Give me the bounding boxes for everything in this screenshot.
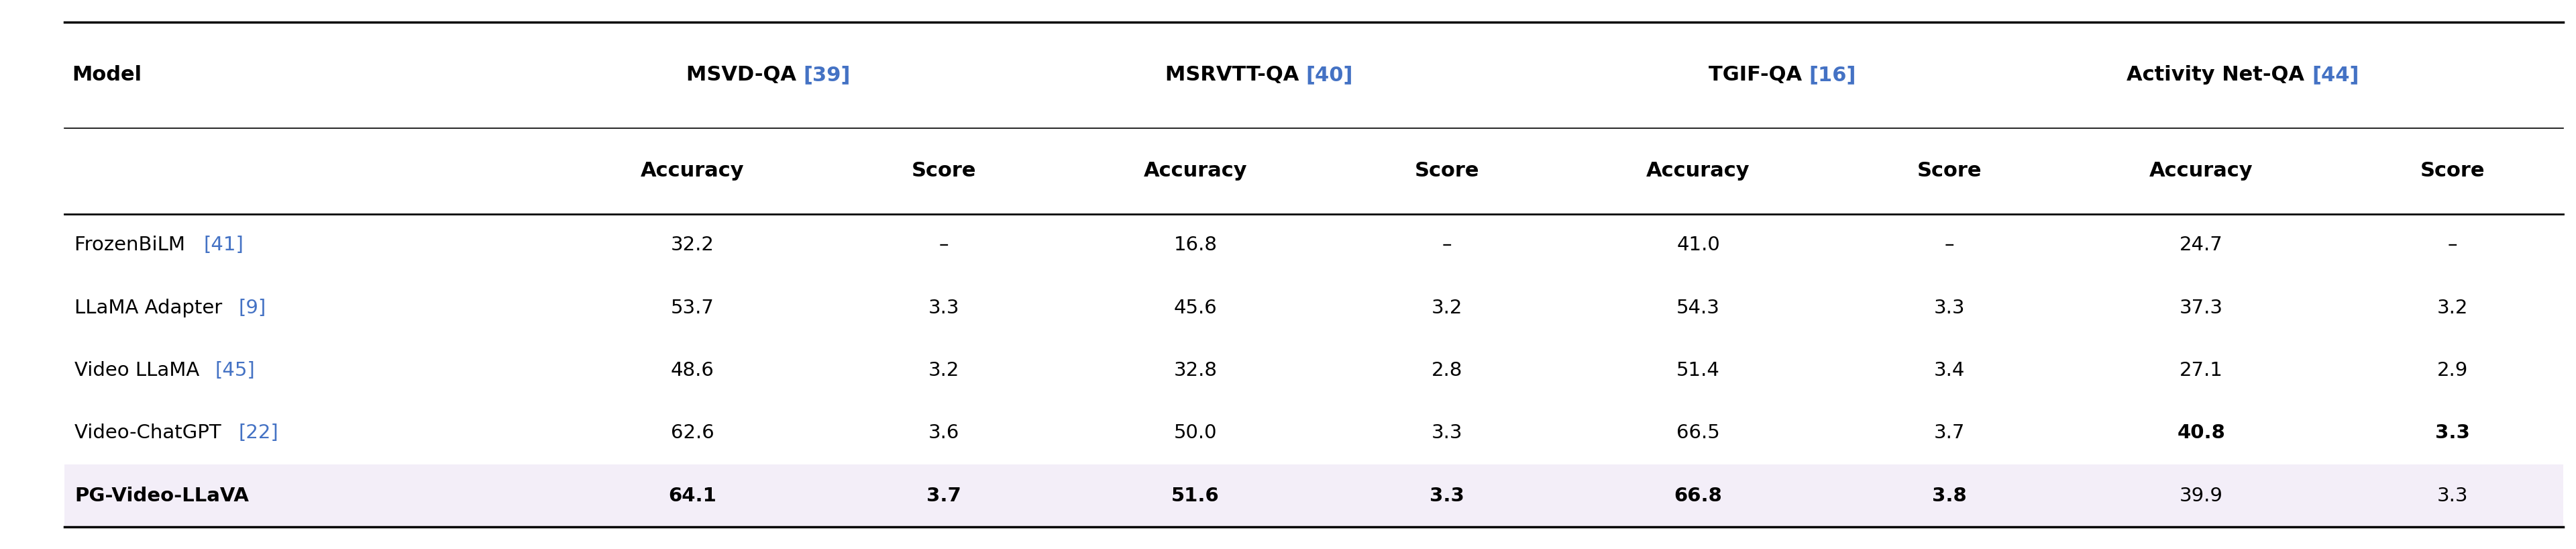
Text: 40.8: 40.8	[2177, 424, 2226, 442]
Text: 41.0: 41.0	[1677, 236, 1721, 255]
Text: 2.8: 2.8	[1432, 361, 1463, 380]
Text: 51.4: 51.4	[1677, 361, 1721, 380]
Text: Accuracy: Accuracy	[1646, 161, 1749, 181]
Text: FrozenBiLM: FrozenBiLM	[75, 236, 191, 255]
Text: 53.7: 53.7	[670, 299, 714, 317]
Text: MSVD-QA: MSVD-QA	[685, 65, 804, 85]
Text: Accuracy: Accuracy	[641, 161, 744, 181]
Text: –: –	[1443, 236, 1453, 255]
Text: [9]: [9]	[240, 299, 265, 317]
Text: Accuracy: Accuracy	[1144, 161, 1247, 181]
Text: 3.3: 3.3	[1935, 299, 1965, 317]
Text: Score: Score	[1917, 161, 1981, 181]
Text: 3.3: 3.3	[927, 299, 958, 317]
Text: –: –	[1945, 236, 1955, 255]
Text: Video-ChatGPT: Video-ChatGPT	[75, 424, 227, 442]
Text: –: –	[2447, 236, 2458, 255]
Text: 3.3: 3.3	[2434, 424, 2470, 442]
Text: 66.8: 66.8	[1674, 486, 1723, 505]
Text: 32.2: 32.2	[670, 236, 714, 255]
Text: 39.9: 39.9	[2179, 486, 2223, 505]
Text: [44]: [44]	[2311, 65, 2360, 85]
Text: 64.1: 64.1	[667, 486, 716, 505]
Text: Accuracy: Accuracy	[2148, 161, 2254, 181]
Text: TGIF-QA: TGIF-QA	[1708, 65, 1808, 85]
Text: [22]: [22]	[240, 424, 278, 442]
Text: 16.8: 16.8	[1175, 236, 1216, 255]
Text: [16]: [16]	[1808, 65, 1857, 85]
Text: 3.3: 3.3	[1432, 424, 1463, 442]
Text: 37.3: 37.3	[2179, 299, 2223, 317]
Text: 3.2: 3.2	[1432, 299, 1463, 317]
Text: 3.6: 3.6	[927, 424, 958, 442]
Text: 3.3: 3.3	[2437, 486, 2468, 505]
Text: 3.3: 3.3	[1430, 486, 1463, 505]
Text: 45.6: 45.6	[1175, 299, 1216, 317]
Text: MSRVTT-QA: MSRVTT-QA	[1164, 65, 1306, 85]
Text: 3.2: 3.2	[2437, 299, 2468, 317]
Text: 3.7: 3.7	[927, 486, 961, 505]
Text: 32.8: 32.8	[1175, 361, 1216, 380]
Text: Model: Model	[72, 65, 142, 85]
Text: 66.5: 66.5	[1677, 424, 1721, 442]
Text: Score: Score	[2419, 161, 2486, 181]
Text: 3.4: 3.4	[1935, 361, 1965, 380]
Text: –: –	[940, 236, 948, 255]
Text: [39]: [39]	[804, 65, 850, 85]
Text: [45]: [45]	[214, 361, 255, 380]
Text: 48.6: 48.6	[670, 361, 714, 380]
Text: 27.1: 27.1	[2179, 361, 2223, 380]
FancyBboxPatch shape	[64, 464, 2563, 527]
Text: 2.9: 2.9	[2437, 361, 2468, 380]
Text: Score: Score	[1414, 161, 1479, 181]
Text: Video LLaMA: Video LLaMA	[75, 361, 206, 380]
Text: 24.7: 24.7	[2179, 236, 2223, 255]
Text: [41]: [41]	[204, 236, 245, 255]
Text: 62.6: 62.6	[670, 424, 714, 442]
Text: PG-Video-LLaVA: PG-Video-LLaVA	[75, 486, 250, 505]
Text: 3.7: 3.7	[1935, 424, 1965, 442]
Text: 54.3: 54.3	[1677, 299, 1721, 317]
Text: LLaMA Adapter: LLaMA Adapter	[75, 299, 229, 317]
Text: 50.0: 50.0	[1175, 424, 1216, 442]
Text: [40]: [40]	[1306, 65, 1352, 85]
Text: 51.6: 51.6	[1172, 486, 1218, 505]
Text: 3.2: 3.2	[927, 361, 958, 380]
Text: 3.8: 3.8	[1932, 486, 1968, 505]
Text: Score: Score	[912, 161, 976, 181]
Text: Activity Net-QA: Activity Net-QA	[2128, 65, 2311, 85]
